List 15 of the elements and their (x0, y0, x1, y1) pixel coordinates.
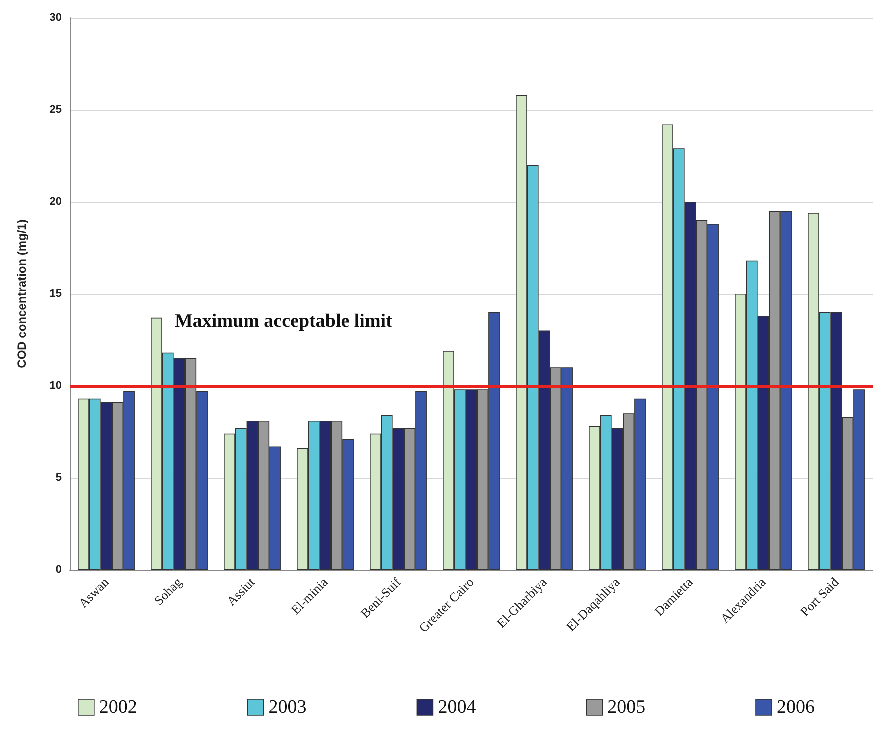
ref-line-label: Maximum acceptable limit (175, 311, 394, 332)
legend-label: 2004 (438, 697, 477, 718)
y-tick-label: 25 (50, 104, 62, 116)
legend-label: 2006 (777, 697, 815, 718)
y-tick-label: 5 (56, 472, 62, 484)
legend-label: 2005 (608, 697, 646, 718)
legend-label: 2002 (99, 697, 138, 718)
y-tick-label: 15 (50, 288, 62, 300)
y-tick-label: 10 (50, 380, 62, 392)
y-tick-label: 0 (56, 564, 62, 576)
y-axis-title: COD concentration (mg/1) (15, 220, 29, 368)
y-tick-label: 30 (50, 12, 62, 24)
legend-label: 2003 (268, 697, 307, 718)
x-tick-label: Port Said (797, 574, 842, 620)
y-tick-label: 20 (50, 196, 62, 208)
